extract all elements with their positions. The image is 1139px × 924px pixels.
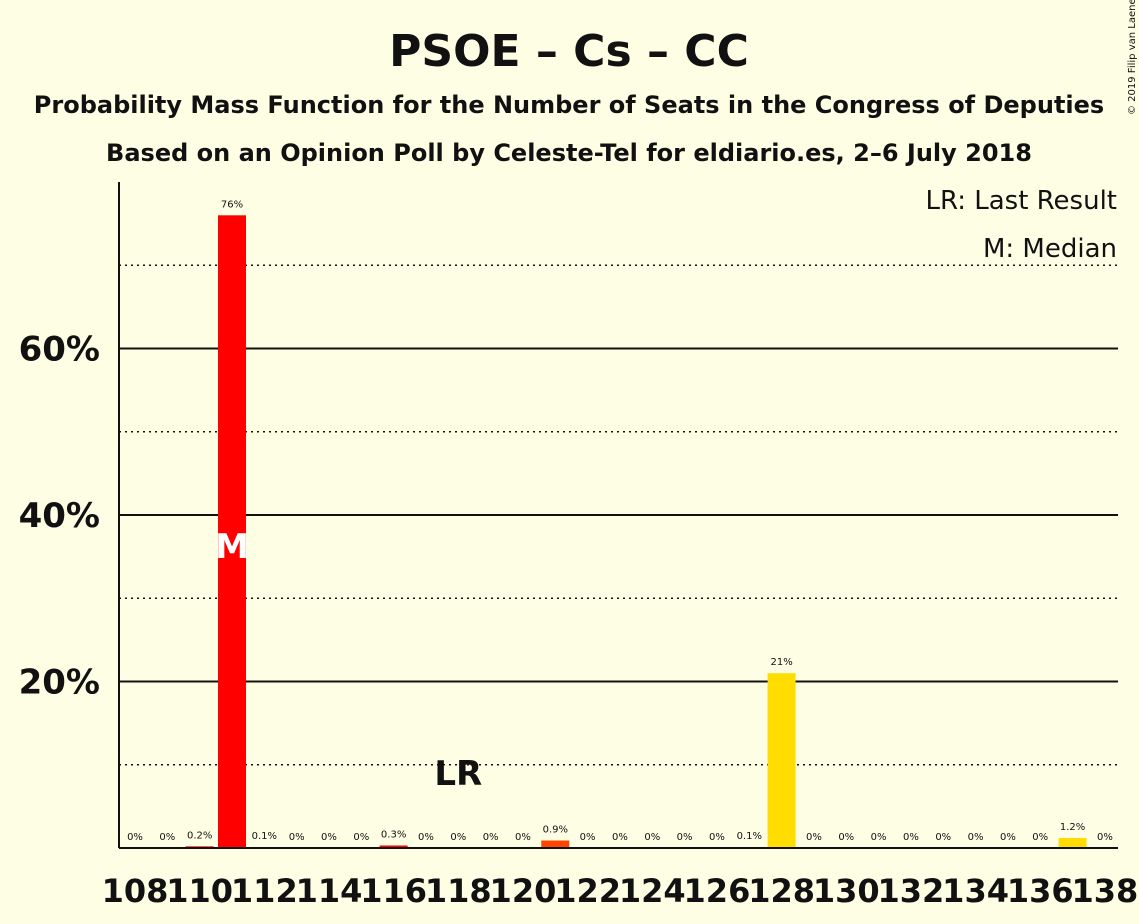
chart-title: PSOE – Cs – CC xyxy=(389,26,749,77)
x-tick-label-114: 114 xyxy=(296,872,363,910)
bar-label-115: 0% xyxy=(353,832,369,843)
bar-label-124: 0% xyxy=(644,832,660,843)
bar-label-121: 0.9% xyxy=(543,825,568,836)
bar-137 xyxy=(1058,838,1087,848)
legend-median: M: Median xyxy=(983,234,1117,264)
x-tick-label-116: 116 xyxy=(360,872,427,910)
bar-label-132: 0% xyxy=(903,832,919,843)
x-tick-label-130: 130 xyxy=(813,872,880,910)
bar-label-131: 0% xyxy=(871,832,887,843)
bar-label-108: 0% xyxy=(127,832,143,843)
bar-label-109: 0% xyxy=(159,832,175,843)
y-tick-label-1: 40% xyxy=(19,496,100,536)
bar-label-126: 0% xyxy=(709,832,725,843)
bar-111 xyxy=(217,215,246,849)
x-tick-label-132: 132 xyxy=(878,872,945,910)
bar-label-117: 0% xyxy=(418,832,434,843)
x-tick-label-136: 136 xyxy=(1007,872,1074,910)
chart-subtitle-1: Probability Mass Function for the Number… xyxy=(34,91,1104,119)
x-tick-label-122: 122 xyxy=(554,872,621,910)
y-tick-label-2: 60% xyxy=(19,330,100,370)
bar-121 xyxy=(541,840,570,848)
bar-label-138: 0% xyxy=(1097,832,1113,843)
bar-label-123: 0% xyxy=(612,832,628,843)
bar-label-122: 0% xyxy=(580,832,596,843)
bars xyxy=(185,215,1087,849)
legend-last-result: LR: Last Result xyxy=(925,186,1117,216)
x-tick-label-108: 108 xyxy=(102,872,169,910)
x-tick-label-124: 124 xyxy=(619,872,686,910)
bar-label-129: 0% xyxy=(806,832,822,843)
bar-116 xyxy=(379,845,408,848)
bar-label-112: 0.1% xyxy=(252,831,277,842)
chart-subtitle-2: Based on an Opinion Poll by Celeste-Tel … xyxy=(106,139,1032,167)
bar-label-114: 0% xyxy=(321,832,337,843)
bar-label-116: 0.3% xyxy=(381,830,406,841)
bar-label-119: 0% xyxy=(483,832,499,843)
x-tick-label-120: 120 xyxy=(490,872,557,910)
bar-label-127: 0.1% xyxy=(737,831,762,842)
gridlines xyxy=(119,264,1118,766)
median-marker: M xyxy=(215,527,249,567)
bar-128 xyxy=(767,673,796,848)
bar-label-125: 0% xyxy=(677,832,693,843)
x-tick-label-138: 138 xyxy=(1072,872,1139,910)
bar-label-120: 0% xyxy=(515,832,531,843)
x-tick-label-134: 134 xyxy=(942,872,1009,910)
bar-value-labels: 0% 0% 0.2% 76% 0.1% 0% 0% 0% 0.3% 0% 0% 0% 0% 0.9% 0% 0… xyxy=(127,199,1113,843)
bar-label-136: 0% xyxy=(1032,832,1048,843)
x-axis-ticks: 1081101121141161181201221241261281301321… xyxy=(102,872,1139,910)
bar-label-134: 0% xyxy=(968,832,984,843)
x-tick-label-118: 118 xyxy=(425,872,492,910)
bar-label-113: 0% xyxy=(289,832,305,843)
y-axis-ticks: 20% 40% 60% xyxy=(19,330,100,703)
copyright-note: © 2019 Filip van Laenen xyxy=(1127,0,1138,115)
last-result-marker: LR xyxy=(434,754,482,794)
bar-label-130: 0% xyxy=(838,832,854,843)
x-tick-label-110: 110 xyxy=(166,872,233,910)
y-tick-label-0: 20% xyxy=(19,663,100,703)
bar-label-111: 76% xyxy=(221,199,243,210)
bar-label-118: 0% xyxy=(450,832,466,843)
x-tick-label-126: 126 xyxy=(684,872,751,910)
bar-label-137: 1.2% xyxy=(1060,822,1085,833)
bar-label-133: 0% xyxy=(935,832,951,843)
bar-label-128: 21% xyxy=(770,657,792,668)
x-tick-label-112: 112 xyxy=(231,872,298,910)
bar-label-110: 0.2% xyxy=(187,830,212,841)
bar-label-135: 0% xyxy=(1000,832,1016,843)
x-tick-label-128: 128 xyxy=(748,872,815,910)
